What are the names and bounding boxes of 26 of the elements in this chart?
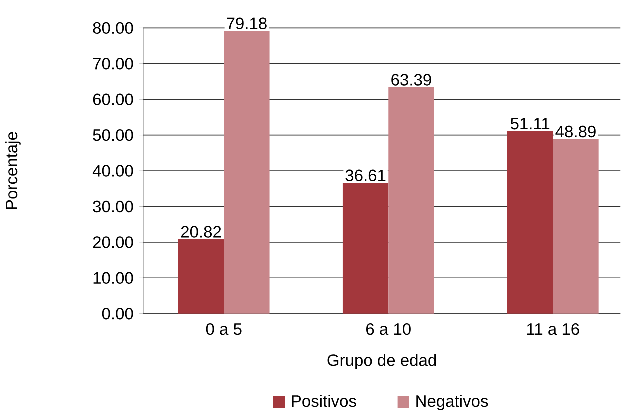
data-label: 20.82: [181, 226, 222, 238]
y-tick-label: 60.00: [93, 94, 134, 106]
data-label: 79.18: [227, 18, 267, 30]
bar: [224, 30, 270, 314]
x-axis-title: Grupo de edad: [328, 354, 436, 370]
bar: [507, 131, 554, 314]
data-label: 48.89: [556, 126, 596, 138]
x-tick-label: 11 a 16: [527, 323, 580, 335]
y-tick-label: 40.00: [92, 164, 134, 177]
y-tick-label: 30.00: [93, 200, 134, 212]
legend-label: Positivos: [292, 394, 356, 408]
y-tick-label: 0.00: [102, 308, 134, 320]
legend-label: Negativos: [416, 394, 488, 410]
y-axis-title: Porcentaje: [6, 132, 21, 209]
data-label: 36.61: [346, 170, 386, 182]
y-tick-label: 10.00: [94, 272, 134, 284]
y-tick-label: 70.00: [93, 58, 134, 70]
y-tick-label: 20.00: [93, 236, 134, 248]
bar: [342, 182, 389, 314]
y-tick-label: 80.00: [93, 22, 134, 34]
y-tick-label: 50.00: [93, 129, 134, 141]
x-tick-label: 6 a 10: [366, 323, 411, 335]
data-label: 63.39: [392, 74, 432, 86]
bar: [178, 239, 224, 314]
x-tick-label: 0 a 5: [206, 323, 242, 335]
data-label: 51.11: [510, 118, 550, 130]
